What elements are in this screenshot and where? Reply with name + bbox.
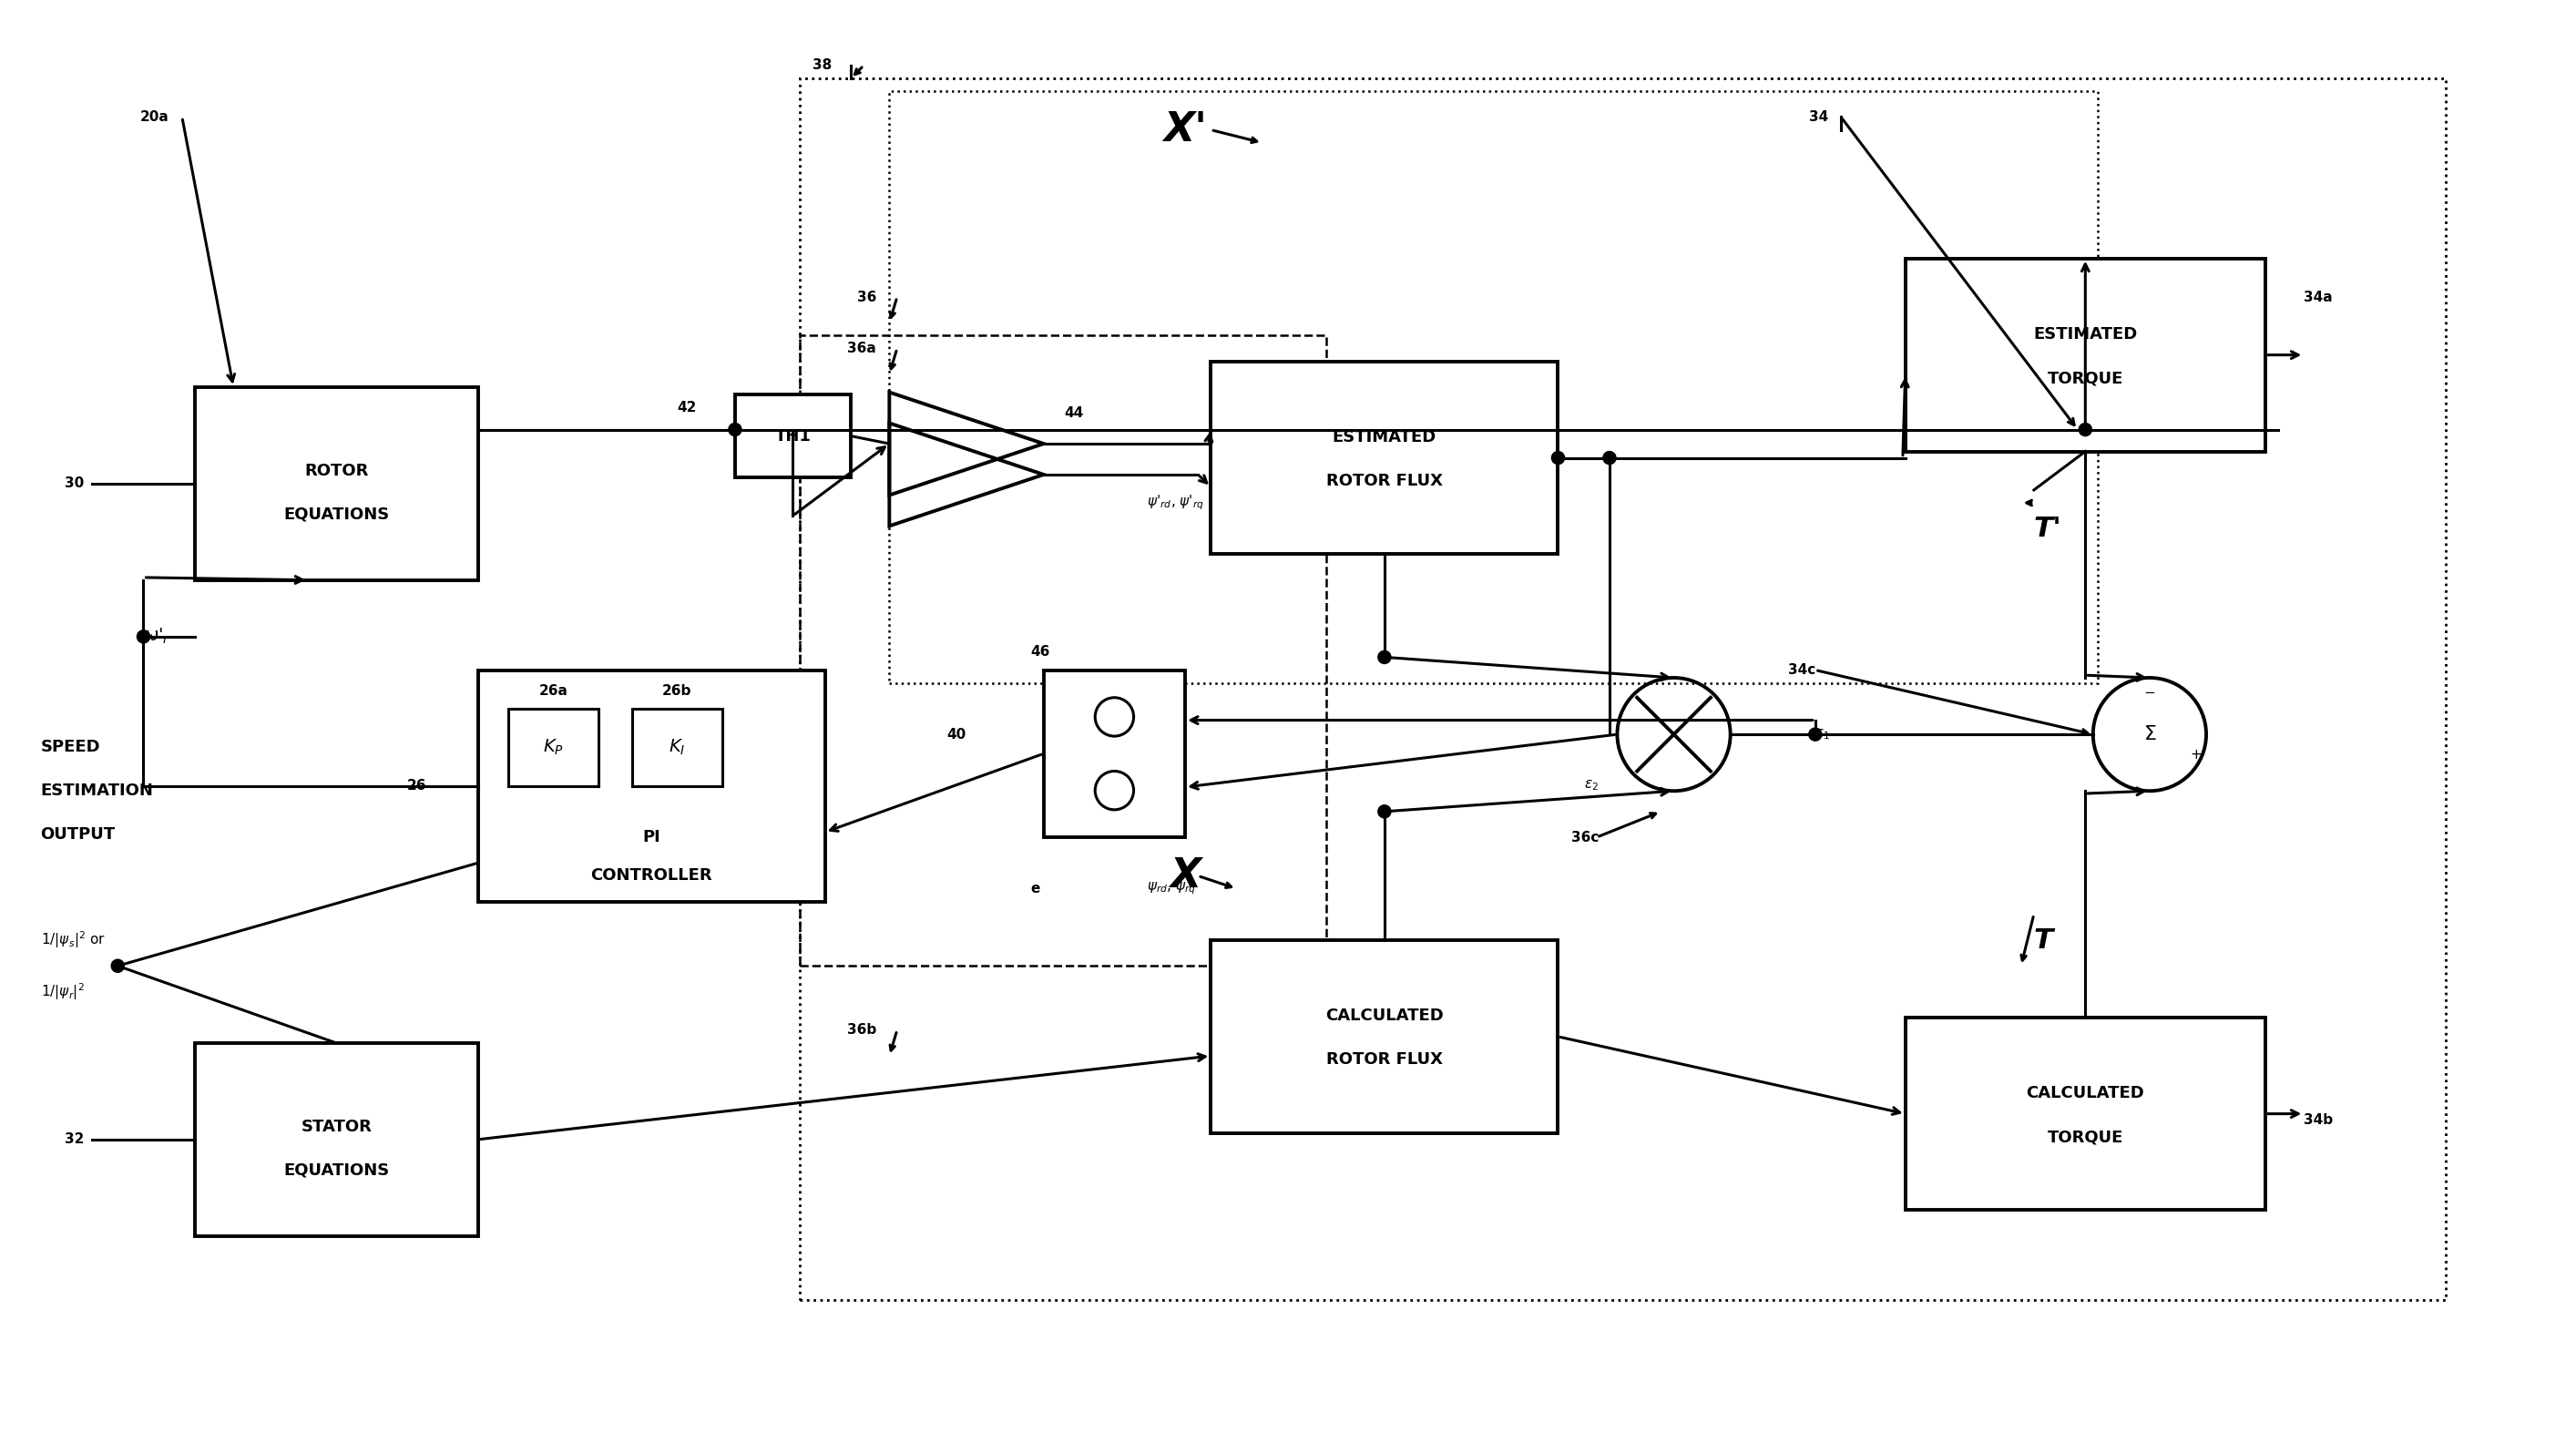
Circle shape [111, 960, 124, 973]
Text: TORQUE: TORQUE [2048, 1128, 2123, 1146]
Text: TH1: TH1 [775, 427, 811, 444]
Bar [196, 387, 477, 580]
Text: 36a: 36a [848, 342, 876, 355]
Text: $\psi_{rd}$, $\psi_{rq}$: $\psi_{rd}$, $\psi_{rq}$ [1146, 880, 1195, 896]
Circle shape [2079, 423, 2092, 436]
Text: $\omega$'$_r$: $\omega$'$_r$ [144, 626, 170, 646]
Text: 30: 30 [64, 476, 85, 491]
Text: 38: 38 [811, 59, 832, 72]
Text: OUTPUT: OUTPUT [41, 827, 116, 843]
Text: EQUATIONS: EQUATIONS [283, 506, 389, 522]
Text: ROTOR: ROTOR [304, 463, 368, 479]
Text: ESTIMATED: ESTIMATED [2032, 326, 2138, 342]
Circle shape [1602, 452, 1615, 465]
Text: 26b: 26b [662, 684, 693, 697]
Text: X': X' [1164, 110, 1208, 150]
Text: 46: 46 [1030, 645, 1051, 659]
Bar [1211, 941, 1558, 1133]
Text: 42: 42 [677, 401, 696, 414]
Text: T: T [2035, 926, 2053, 954]
Text: CALCULATED: CALCULATED [1327, 1007, 1443, 1025]
Bar [196, 1043, 477, 1237]
Text: ESTIMATION: ESTIMATION [41, 782, 155, 799]
Text: $+$: $+$ [2190, 747, 2202, 762]
Circle shape [1378, 651, 1391, 664]
Text: 36c: 36c [1571, 830, 1600, 844]
Text: EQUATIONS: EQUATIONS [283, 1162, 389, 1179]
Bar [507, 709, 598, 786]
Bar [1906, 258, 2264, 452]
Text: $\varepsilon_1$: $\varepsilon_1$ [1816, 727, 1829, 742]
Bar [889, 91, 2099, 683]
Text: 20a: 20a [139, 110, 170, 124]
Text: 36b: 36b [848, 1023, 876, 1038]
Text: e: e [1030, 882, 1041, 896]
Text: ROTOR FLUX: ROTOR FLUX [1327, 1052, 1443, 1068]
Bar [799, 336, 1327, 965]
Bar [477, 670, 824, 902]
Text: CONTROLLER: CONTROLLER [590, 867, 714, 885]
Text: ROTOR FLUX: ROTOR FLUX [1327, 473, 1443, 489]
Circle shape [1551, 452, 1564, 465]
Text: 34a: 34a [2303, 290, 2334, 304]
Circle shape [1808, 727, 1821, 740]
Text: ESTIMATED: ESTIMATED [1332, 429, 1437, 446]
Text: PI: PI [641, 830, 659, 846]
Text: 34b: 34b [2303, 1114, 2334, 1127]
Text: 34: 34 [1808, 110, 1829, 124]
Text: X: X [1170, 856, 1200, 896]
Text: $\Sigma$: $\Sigma$ [2143, 726, 2156, 743]
Circle shape [729, 423, 742, 436]
Bar [1211, 361, 1558, 554]
Text: $K_P$: $K_P$ [544, 737, 564, 758]
Text: T': T' [2035, 515, 2061, 541]
Text: 40: 40 [948, 727, 966, 742]
Bar [799, 78, 2445, 1300]
Text: $\varepsilon_2$: $\varepsilon_2$ [1584, 779, 1597, 794]
Text: STATOR: STATOR [301, 1118, 371, 1134]
Text: 26: 26 [407, 779, 428, 792]
Bar [1906, 1017, 2264, 1211]
Text: TORQUE: TORQUE [2048, 369, 2123, 387]
Text: SPEED: SPEED [41, 739, 100, 756]
Text: CALCULATED: CALCULATED [2027, 1085, 2143, 1101]
Circle shape [1378, 805, 1391, 818]
Text: $-$: $-$ [2143, 684, 2156, 697]
Text: $1/|\psi_s|^2$ or: $1/|\psi_s|^2$ or [41, 929, 106, 951]
Text: 32: 32 [64, 1133, 85, 1146]
Text: 44: 44 [1064, 405, 1084, 420]
Text: $1/|\psi_r|^2$: $1/|\psi_r|^2$ [41, 981, 85, 1001]
Text: 36: 36 [858, 290, 876, 304]
Circle shape [137, 631, 149, 644]
Text: 34c: 34c [1788, 664, 1816, 677]
Bar [1043, 670, 1185, 837]
Text: $K_I$: $K_I$ [670, 737, 685, 758]
Bar [631, 709, 721, 786]
Text: $\psi$'$_{rd}$, $\psi$'$_{rq}$: $\psi$'$_{rd}$, $\psi$'$_{rq}$ [1146, 494, 1203, 512]
Bar [734, 395, 850, 478]
Text: 26a: 26a [538, 684, 569, 697]
